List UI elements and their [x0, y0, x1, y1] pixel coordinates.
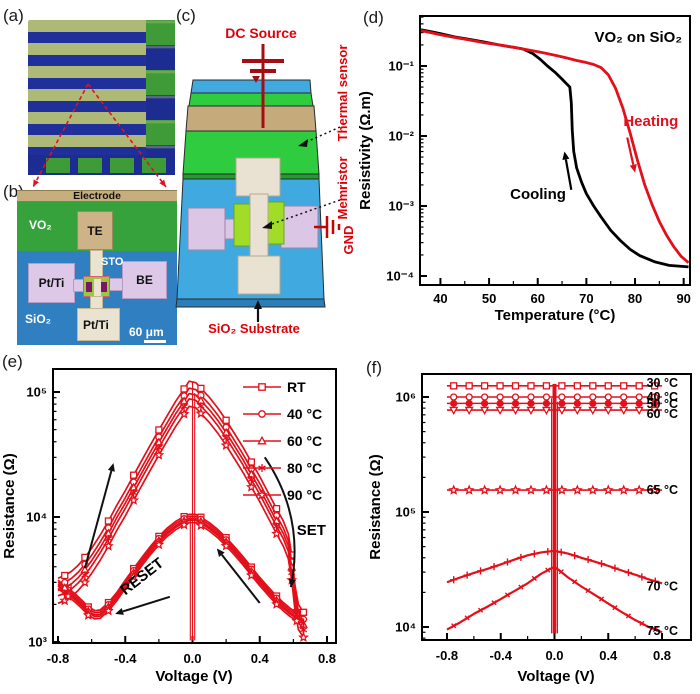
svg-text:70: 70	[579, 291, 593, 306]
svg-text:10⁻¹: 10⁻¹	[388, 59, 414, 74]
sto-label: STO	[101, 256, 124, 268]
svg-text:0.8: 0.8	[653, 648, 671, 663]
scale-label: 60 μm	[129, 325, 164, 339]
be-label: BE	[136, 273, 153, 287]
device-schematic: DC Source Thermal sensor Memristor GND S…	[175, 25, 356, 336]
chip-bottom-pads	[28, 155, 175, 175]
svg-text:10⁵: 10⁵	[395, 505, 416, 520]
svg-text:0.0: 0.0	[183, 651, 201, 666]
resistance-voltage-temperature-chart: 10⁴ 10⁵ 10⁶ -0.8 -0.4 0.0 0.4 0.8 Voltage (V) Res…	[367, 373, 692, 685]
ptti-left-label: Pt/Ti	[38, 276, 65, 290]
svg-text:10³: 10³	[28, 635, 47, 650]
svg-text:90 °C: 90 °C	[287, 487, 322, 503]
memristor-structure	[187, 157, 319, 295]
svg-text:RT: RT	[287, 379, 306, 395]
svg-text:0.0: 0.0	[545, 648, 563, 663]
svg-text:60 °C: 60 °C	[647, 407, 678, 421]
ptti-bottom-label: Pt/Ti	[83, 318, 109, 332]
electrode-strip: Electrode	[17, 190, 177, 202]
right-arm	[109, 278, 123, 291]
device-micrograph: Electrode VO₂ SiO₂ TE Pt/Ti BE STO Pt/Ti…	[17, 190, 177, 345]
svg-text:10⁵: 10⁵	[26, 385, 47, 400]
svg-text:-0.8: -0.8	[436, 648, 458, 663]
svg-text:10⁶: 10⁶	[396, 390, 416, 405]
ground-symbol	[314, 216, 341, 238]
svg-text:Heating: Heating	[623, 113, 678, 130]
svg-text:80: 80	[628, 291, 642, 306]
electrode-label: Electrode	[73, 190, 121, 202]
svg-text:SET: SET	[297, 522, 326, 539]
substrate-label: SiO₂ Substrate	[208, 321, 300, 336]
gnd-label: GND	[341, 226, 356, 255]
dc-source-label: DC Source	[225, 25, 297, 41]
panel-c-label: (c)	[176, 6, 196, 25]
svg-text:Resistance (Ω): Resistance (Ω)	[1, 453, 18, 558]
svg-text:40 °C: 40 °C	[287, 406, 322, 422]
svg-text:10⁴: 10⁴	[26, 510, 47, 525]
bottom-electrode-pad: BE	[122, 261, 167, 299]
pt-ti-left-pad: Pt/Ti	[28, 263, 75, 303]
sto-junction-cell	[83, 276, 110, 297]
svg-text:0.4: 0.4	[599, 648, 618, 663]
panel-a-label: (a)	[3, 6, 24, 25]
svg-text:0.4: 0.4	[251, 651, 270, 666]
svg-text:60: 60	[530, 291, 544, 306]
svg-text:10⁻⁴: 10⁻⁴	[386, 269, 414, 284]
svg-text:Resistance (Ω): Resistance (Ω)	[367, 454, 384, 559]
svg-text:10⁴: 10⁴	[395, 620, 416, 635]
svg-text:-0.4: -0.4	[114, 651, 137, 666]
svg-text:30 °C: 30 °C	[647, 376, 678, 390]
svg-text:80 °C: 80 °C	[287, 460, 322, 476]
panel-d-label: (d)	[363, 8, 384, 27]
dc-source-symbol	[242, 44, 284, 128]
svg-text:-0.4: -0.4	[490, 648, 513, 663]
annotation-pointers	[254, 126, 341, 322]
sio2-label: SiO₂	[25, 312, 52, 326]
memristor-label: Memristor	[335, 157, 350, 220]
svg-text:VO₂ on SiO₂: VO₂ on SiO₂	[594, 29, 682, 46]
svg-text:Voltage (V): Voltage (V)	[155, 668, 232, 685]
svg-text:10⁻²: 10⁻²	[388, 129, 414, 144]
svg-text:70 °C: 70 °C	[647, 579, 678, 593]
scale-bar	[144, 340, 166, 343]
svg-text:75 °C: 75 °C	[647, 624, 678, 638]
panel-f-label: (f)	[366, 358, 383, 377]
svg-text:40: 40	[433, 291, 447, 306]
svg-text:Voltage (V): Voltage (V)	[517, 668, 594, 685]
svg-text:60 °C: 60 °C	[287, 433, 322, 449]
svg-text:Temperature (°C): Temperature (°C)	[495, 307, 616, 324]
svg-text:90: 90	[676, 291, 690, 306]
vo2-label: VO₂	[29, 218, 52, 232]
svg-text:50: 50	[482, 291, 496, 306]
pt-ti-bottom-pad	[77, 308, 120, 341]
svg-text:Cooling: Cooling	[510, 186, 566, 203]
resistivity-temperature-chart: 10⁻¹ 10⁻² 10⁻³ 10⁻⁴ 40 50 60 70 80 90 Temperature …	[357, 15, 691, 324]
te-label: TE	[87, 223, 103, 238]
thermal-sensor-label: Thermal sensor	[335, 45, 350, 142]
svg-text:65 °C: 65 °C	[647, 483, 678, 497]
panel-e-label: (e)	[2, 352, 23, 371]
device-array-micrograph	[28, 20, 175, 175]
svg-text:Resistivity (Ω.m): Resistivity (Ω.m)	[357, 91, 374, 210]
resistance-voltage-hysteresis-chart: 10³ 10⁴ 10⁵ -0.8 -0.4 0.0 0.4 0.8 Voltage (V) Res…	[1, 368, 337, 685]
svg-text:-0.8: -0.8	[47, 651, 69, 666]
top-electrode-pad: TE	[77, 211, 113, 250]
svg-text:0.8: 0.8	[318, 651, 336, 666]
svg-text:10⁻³: 10⁻³	[388, 199, 414, 214]
